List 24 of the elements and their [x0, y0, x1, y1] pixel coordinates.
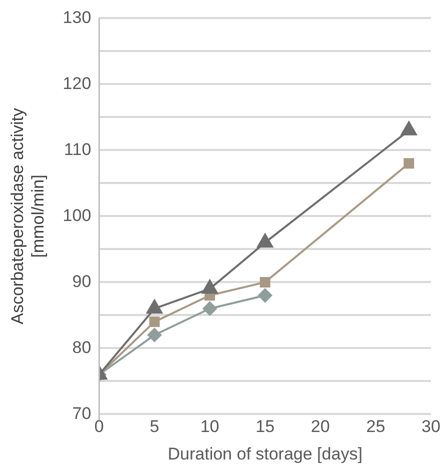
y-tick-label: 100 — [62, 206, 92, 225]
x-tick-label: 30 — [422, 417, 440, 436]
x-tick-label: 10 — [200, 417, 220, 436]
point — [400, 121, 417, 136]
point — [258, 288, 272, 302]
x-tick-label: 0 — [94, 417, 104, 436]
point — [149, 316, 160, 328]
point — [404, 158, 414, 169]
y-tick-label: 80 — [72, 338, 92, 357]
y-axis-title: Ascorbateperoxidase activity [mmol/min] — [8, 108, 48, 324]
x-tick-label: 20 — [310, 417, 330, 436]
y-tick-label: 130 — [62, 8, 92, 27]
x-tick-label: 5 — [150, 417, 160, 436]
y-tick-label: 90 — [72, 272, 92, 291]
point — [257, 234, 274, 248]
y-tick-label: 70 — [72, 404, 92, 423]
y-tick-label: 120 — [62, 74, 92, 93]
y-tick-label: 110 — [64, 140, 92, 159]
point — [147, 328, 162, 342]
x-tick-label: 15 — [256, 417, 275, 436]
x-tick-label: 25 — [366, 417, 386, 436]
point — [202, 302, 217, 316]
x-axis-title: Duration of storage [days] — [168, 444, 362, 464]
point — [260, 276, 270, 288]
